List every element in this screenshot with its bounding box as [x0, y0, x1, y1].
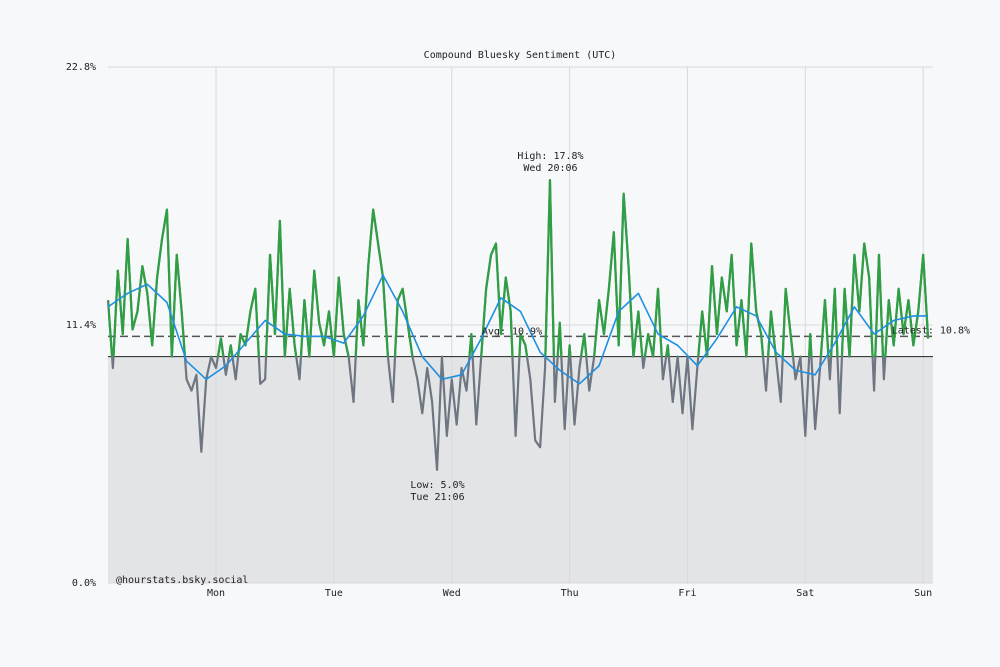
high-time: Wed 20:06 [523, 163, 577, 174]
low-label: Low: 5.0% [410, 480, 464, 491]
chart-title: Compound Bluesky Sentiment (UTC) [424, 50, 617, 61]
watermark: @hourstats.bsky.social [116, 575, 248, 586]
x-tick-label: Fri [678, 588, 696, 599]
x-tick-label: Sun [914, 588, 932, 599]
high-label: High: 17.8% [517, 151, 583, 162]
below-baseline-area [108, 356, 933, 583]
avg-label: Avg: 10.9% [482, 326, 542, 337]
smoothed-line [107, 274, 929, 385]
x-tick-label: Mon [207, 588, 225, 599]
y-tick-label: 11.4% [66, 320, 96, 331]
y-tick-label: 0.0% [72, 578, 96, 589]
x-tick-label: Sat [796, 588, 814, 599]
x-tick-label: Wed [443, 588, 461, 599]
x-tick-label: Thu [561, 588, 579, 599]
latest-label: Latest: 10.8% [892, 326, 970, 337]
y-tick-label: 22.8% [66, 62, 96, 73]
x-tick-label: Tue [325, 588, 343, 599]
low-time: Tue 21:06 [410, 492, 464, 503]
